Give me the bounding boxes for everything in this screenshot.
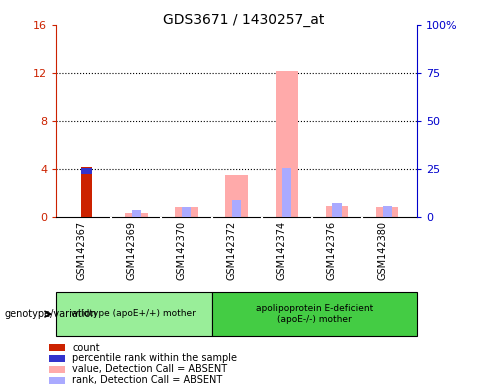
Bar (175, 207, 198, 217)
Text: rank, Detection Call = ABSENT: rank, Detection Call = ABSENT (72, 376, 223, 384)
Bar (212, 292, 417, 336)
Text: GDS3671 / 1430257_at: GDS3671 / 1430257_at (163, 13, 325, 27)
Bar (49, 355, 65, 362)
Text: value, Detection Call = ABSENT: value, Detection Call = ABSENT (72, 364, 227, 374)
Text: GSM142370: GSM142370 (177, 221, 186, 280)
Text: percentile rank within the sample: percentile rank within the sample (72, 353, 238, 363)
Text: GSM142367: GSM142367 (76, 221, 86, 280)
Bar (49, 344, 65, 351)
Bar (276, 71, 298, 217)
Text: wildtype (apoE+/+) mother: wildtype (apoE+/+) mother (71, 310, 196, 318)
Text: genotype/variation: genotype/variation (5, 309, 98, 319)
Text: count: count (72, 343, 100, 353)
Bar (49, 377, 65, 384)
Bar (182, 207, 191, 217)
Bar (125, 214, 148, 217)
Bar (332, 203, 342, 217)
Bar (49, 366, 65, 373)
Text: GSM142372: GSM142372 (227, 221, 237, 280)
Text: GSM142374: GSM142374 (277, 221, 287, 280)
Bar (325, 206, 348, 217)
Text: GSM142369: GSM142369 (126, 221, 136, 280)
Bar (383, 206, 392, 217)
Text: GSM142380: GSM142380 (377, 221, 387, 280)
Text: apolipoprotein E-deficient
(apoE-/-) mother: apolipoprotein E-deficient (apoE-/-) mot… (256, 304, 373, 324)
Bar (232, 200, 241, 217)
Bar (283, 168, 291, 217)
Bar (81, 167, 92, 217)
Text: GSM142376: GSM142376 (327, 221, 337, 280)
Bar (132, 210, 141, 217)
Bar (81, 168, 92, 174)
Bar (225, 175, 248, 217)
Bar (56, 292, 212, 336)
Bar (376, 207, 398, 217)
